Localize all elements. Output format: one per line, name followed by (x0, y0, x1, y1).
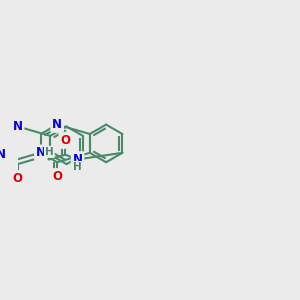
Text: N: N (52, 118, 62, 131)
Text: O: O (52, 170, 62, 183)
Text: N: N (13, 120, 22, 133)
Text: H: H (45, 147, 54, 157)
Text: O: O (13, 172, 22, 185)
Text: N: N (36, 146, 46, 159)
Text: O: O (60, 134, 70, 147)
Text: H: H (73, 162, 82, 172)
Text: N: N (73, 153, 82, 166)
Text: N: N (0, 148, 6, 161)
